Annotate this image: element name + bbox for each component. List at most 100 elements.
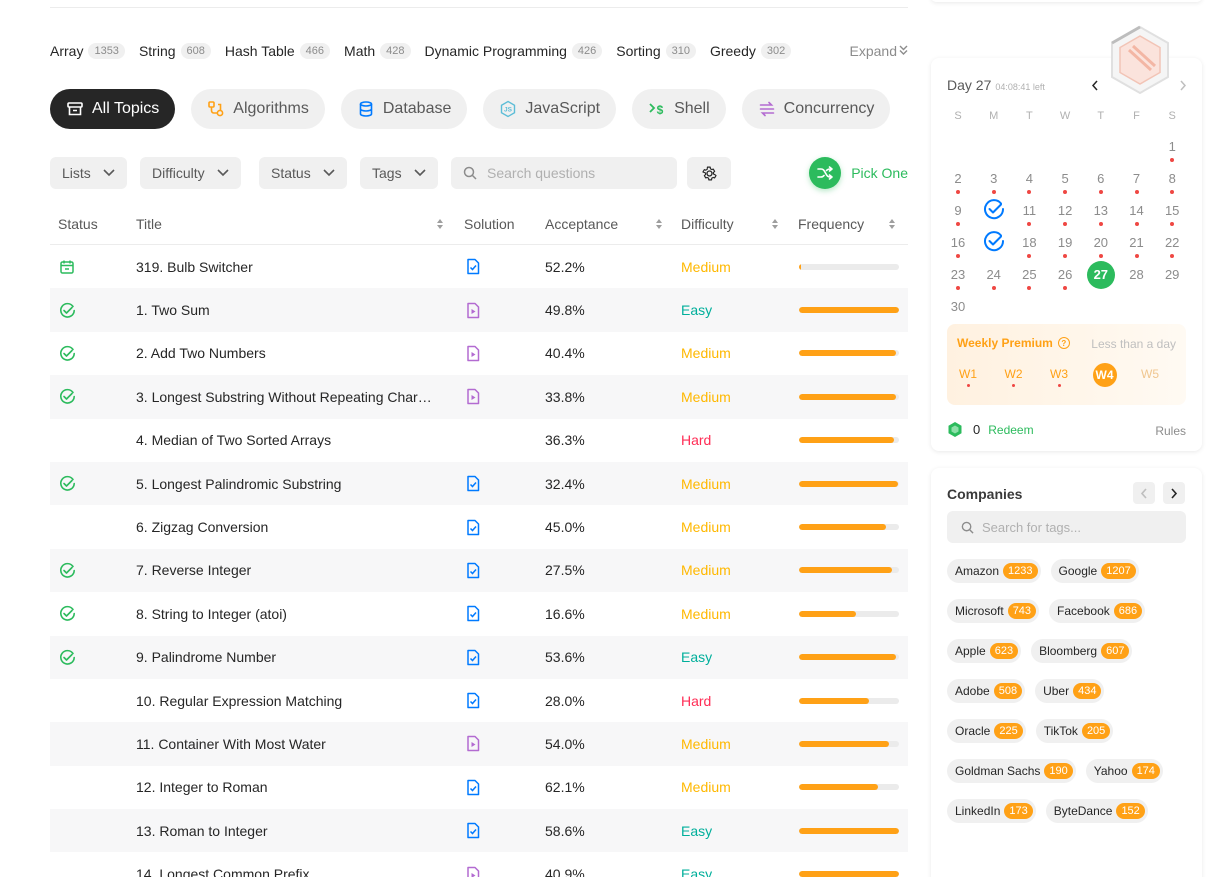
calendar-day-cell[interactable]: 8 bbox=[1154, 167, 1190, 199]
calendar-day-cell[interactable]: 14 bbox=[1119, 199, 1155, 231]
question-title-cell[interactable]: 3. Longest Substring Without Repeating C… bbox=[136, 375, 436, 418]
question-title[interactable]: 319. Bulb Switcher bbox=[136, 258, 253, 275]
table-row[interactable]: 13. Roman to Integer 58.6% Easy bbox=[50, 809, 908, 853]
tag-filter-item[interactable]: Dynamic Programming 426 bbox=[425, 43, 603, 59]
companies-next-button[interactable] bbox=[1163, 482, 1185, 504]
calendar-day-cell[interactable]: 2 bbox=[940, 167, 976, 199]
article-solution-icon[interactable] bbox=[466, 605, 480, 622]
calendar-day-cell[interactable]: 24 bbox=[976, 263, 1012, 295]
sort-icon[interactable] bbox=[771, 218, 779, 230]
settings-button[interactable] bbox=[687, 157, 731, 189]
table-row[interactable]: 6. Zigzag Conversion 45.0% Medium bbox=[50, 505, 908, 548]
question-title[interactable]: 8. String to Integer (atoi) bbox=[136, 605, 287, 622]
video-solution-icon[interactable] bbox=[466, 735, 480, 752]
help-icon[interactable]: ? bbox=[1057, 337, 1070, 349]
calendar-day-cell[interactable]: 22 bbox=[1154, 231, 1190, 263]
question-title[interactable]: 1. Two Sum bbox=[136, 302, 210, 319]
table-row[interactable]: 3. Longest Substring Without Repeating C… bbox=[50, 375, 908, 419]
table-row[interactable]: 1. Two Sum 49.8% Easy bbox=[50, 288, 908, 332]
article-solution-icon[interactable] bbox=[466, 519, 480, 536]
topic-tab[interactable]: $ Shell bbox=[632, 89, 726, 129]
question-title-cell[interactable]: 4. Median of Two Sorted Arrays bbox=[136, 419, 436, 462]
table-row[interactable]: 4. Median of Two Sorted Arrays 36.3% Hard bbox=[50, 419, 908, 462]
company-tag[interactable]: Facebook 686 bbox=[1049, 599, 1146, 623]
calendar-day-cell[interactable]: 29 bbox=[1154, 263, 1190, 295]
table-row[interactable]: 10. Regular Expression Matching 28.0% Hard bbox=[50, 679, 908, 722]
pick-one-button[interactable]: Pick One bbox=[809, 157, 908, 189]
calendar-day-cell[interactable] bbox=[976, 231, 1012, 263]
company-tag[interactable]: TikTok 205 bbox=[1035, 719, 1114, 743]
company-tag[interactable]: Yahoo 174 bbox=[1085, 759, 1163, 783]
calendar-day-cell[interactable]: 30 bbox=[940, 295, 976, 327]
column-title[interactable]: Title bbox=[136, 215, 162, 232]
calendar-day-cell[interactable]: 13 bbox=[1083, 199, 1119, 231]
company-search-input[interactable] bbox=[982, 519, 1172, 535]
tag-filter-item[interactable]: Sorting 310 bbox=[616, 43, 696, 59]
calendar-day-cell[interactable]: 6 bbox=[1083, 167, 1119, 199]
question-title[interactable]: 3. Longest Substring Without Repeating C… bbox=[136, 388, 436, 405]
article-solution-icon[interactable] bbox=[466, 475, 480, 492]
lists-dropdown[interactable]: Lists bbox=[50, 157, 127, 189]
sort-icon[interactable] bbox=[655, 218, 663, 230]
status-dropdown[interactable]: Status bbox=[259, 157, 347, 189]
video-solution-icon[interactable] bbox=[466, 866, 480, 877]
tag-filter-item[interactable]: Greedy 302 bbox=[710, 43, 792, 59]
article-solution-icon[interactable] bbox=[466, 779, 480, 796]
sort-icon[interactable] bbox=[888, 218, 896, 230]
table-row[interactable]: 12. Integer to Roman 62.1% Medium bbox=[50, 766, 908, 809]
calendar-day-cell[interactable]: 23 bbox=[940, 263, 976, 295]
question-title-cell[interactable]: 7. Reverse Integer bbox=[136, 549, 436, 592]
question-title-cell[interactable]: 8. String to Integer (atoi) bbox=[136, 592, 436, 635]
question-title-cell[interactable]: 319. Bulb Switcher bbox=[136, 245, 436, 288]
table-row[interactable]: 9. Palindrome Number 53.6% Easy bbox=[50, 635, 908, 679]
company-tag[interactable]: Oracle 225 bbox=[947, 719, 1026, 743]
search-input[interactable] bbox=[487, 165, 667, 181]
question-title-cell[interactable]: 13. Roman to Integer bbox=[136, 809, 436, 852]
topic-tab[interactable]: Algorithms bbox=[191, 89, 325, 129]
company-tag[interactable]: Adobe 508 bbox=[947, 679, 1026, 703]
question-title-cell[interactable]: 2. Add Two Numbers bbox=[136, 332, 436, 375]
question-title-cell[interactable]: 11. Container With Most Water bbox=[136, 722, 436, 765]
question-title-cell[interactable]: 10. Regular Expression Matching bbox=[136, 679, 436, 722]
table-row[interactable]: 2. Add Two Numbers 40.4% Medium bbox=[50, 332, 908, 375]
article-solution-icon[interactable] bbox=[466, 258, 480, 275]
topic-tab[interactable]: All Topics bbox=[50, 89, 176, 129]
table-row[interactable]: 11. Container With Most Water 54.0% Medium bbox=[50, 722, 908, 766]
question-title-cell[interactable]: 6. Zigzag Conversion bbox=[136, 505, 436, 548]
calendar-prev-button[interactable] bbox=[1091, 78, 1099, 94]
calendar-day-cell[interactable]: 26 bbox=[1047, 263, 1083, 295]
calendar-day-cell[interactable]: 21 bbox=[1119, 231, 1155, 263]
calendar-day-cell[interactable] bbox=[976, 199, 1012, 231]
question-title[interactable]: 9. Palindrome Number bbox=[136, 649, 277, 666]
calendar-day-cell[interactable]: 19 bbox=[1047, 231, 1083, 263]
sort-icon[interactable] bbox=[436, 218, 444, 230]
company-tag[interactable]: Bloomberg 607 bbox=[1031, 639, 1133, 663]
question-title[interactable]: 7. Reverse Integer bbox=[136, 562, 252, 579]
calendar-day-cell[interactable]: 5 bbox=[1047, 167, 1083, 199]
question-title-cell[interactable]: 9. Palindrome Number bbox=[136, 636, 436, 679]
table-row[interactable]: 14. Longest Common Prefix 40.9% Easy bbox=[50, 852, 908, 877]
companies-prev-button[interactable] bbox=[1133, 482, 1155, 504]
topic-tab[interactable]: JS JavaScript bbox=[483, 89, 617, 129]
calendar-day-cell[interactable]: 3 bbox=[976, 167, 1012, 199]
calendar-day-cell[interactable]: 20 bbox=[1083, 231, 1119, 263]
column-acceptance[interactable]: Acceptance bbox=[545, 215, 619, 232]
question-title[interactable]: 10. Regular Expression Matching bbox=[136, 692, 343, 709]
company-tag[interactable]: Google 1207 bbox=[1050, 559, 1139, 583]
question-title[interactable]: 2. Add Two Numbers bbox=[136, 345, 266, 362]
monthly-badge-icon[interactable] bbox=[1107, 24, 1173, 96]
column-difficulty[interactable]: Difficulty bbox=[681, 215, 734, 232]
calendar-day-cell[interactable]: 16 bbox=[940, 231, 976, 263]
question-title[interactable]: 13. Roman to Integer bbox=[136, 822, 268, 839]
calendar-day-cell[interactable]: 18 bbox=[1011, 231, 1047, 263]
calendar-day-cell[interactable]: 12 bbox=[1047, 199, 1083, 231]
table-row[interactable]: 7. Reverse Integer 27.5% Medium bbox=[50, 548, 908, 593]
company-tag[interactable]: Uber 434 bbox=[1035, 679, 1105, 703]
expand-button[interactable]: Expand bbox=[850, 40, 908, 62]
table-row[interactable]: 5. Longest Palindromic Substring 32.4% Med… bbox=[50, 461, 908, 506]
video-solution-icon[interactable] bbox=[466, 302, 480, 319]
question-title[interactable]: 12. Integer to Roman bbox=[136, 779, 268, 796]
article-solution-icon[interactable] bbox=[466, 649, 480, 666]
question-title[interactable]: 11. Container With Most Water bbox=[136, 735, 326, 752]
question-title-cell[interactable]: 5. Longest Palindromic Substring bbox=[136, 462, 436, 505]
